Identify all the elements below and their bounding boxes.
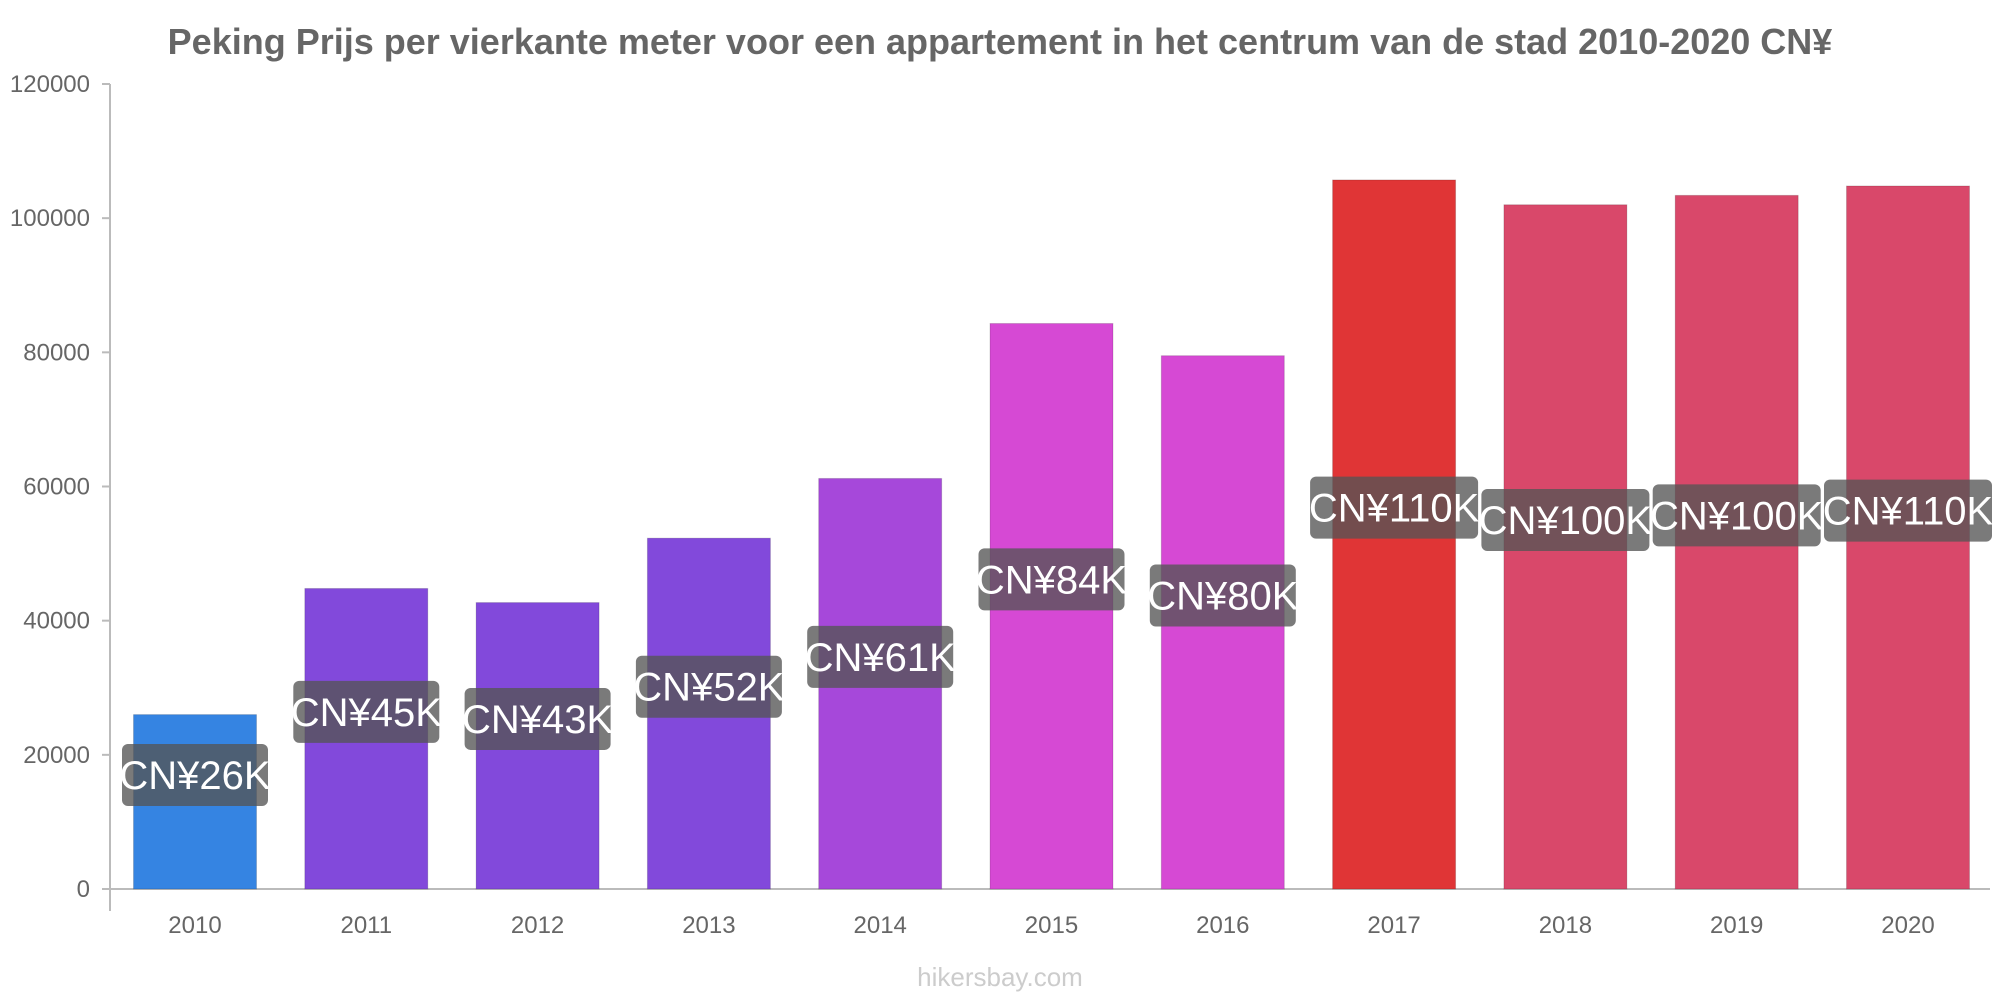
data-label-box	[293, 680, 440, 743]
x-axis: 2010 2011 2012 2013 2014 2015 2016 2017 2018 2019…	[110, 888, 1990, 939]
x-tick-label: 2012	[511, 912, 564, 939]
y-tick-label: 120000	[10, 71, 90, 98]
data-label-box	[1481, 489, 1650, 552]
y-tick-label: 40000	[23, 608, 90, 635]
x-tick-label: 2013	[682, 912, 735, 939]
y-tick-label: 100000	[10, 205, 90, 232]
y-axis: 0 20000 40000 60000 80000 100000 120000	[10, 71, 111, 911]
data-label-text: CN¥26K	[119, 754, 271, 798]
x-tick-label: 2015	[1025, 912, 1078, 939]
data-label-text: CN¥61K	[805, 636, 957, 680]
data-label-box	[464, 687, 611, 750]
data-label-2019: CN¥100K	[1650, 484, 1824, 547]
data-label-2011: CN¥45K	[291, 680, 443, 743]
x-tick-label: 2010	[168, 912, 221, 939]
data-label-2012: CN¥43K	[462, 687, 614, 750]
data-label-box	[1149, 564, 1296, 627]
data-label-box	[1824, 479, 1992, 542]
x-tick-label: 2014	[854, 912, 907, 939]
data-label-text: CN¥100K	[1479, 499, 1653, 543]
data-label-box	[122, 743, 268, 806]
data-label-2016: CN¥80K	[1147, 564, 1299, 627]
data-label-text: CN¥110K	[1823, 490, 1994, 534]
data-labels: CN¥26K CN¥45K CN¥43K CN¥52K CN¥61K CN¥84K CN¥8…	[119, 476, 1994, 806]
data-label-text: CN¥80K	[1147, 575, 1299, 619]
data-label-text: CN¥110K	[1309, 487, 1480, 531]
x-tick-label: 2017	[1367, 912, 1420, 939]
data-label-box	[1652, 484, 1821, 547]
data-label-box	[1310, 476, 1479, 539]
data-label-text: CN¥84K	[976, 558, 1128, 602]
footer-watermark: hikersbay.com	[917, 962, 1083, 992]
data-label-2013: CN¥52K	[633, 655, 785, 718]
y-tick-label: 0	[77, 876, 90, 903]
data-label-2020: CN¥110K	[1823, 479, 1994, 542]
x-tick-label: 2020	[1881, 912, 1934, 939]
data-label-2015: CN¥84K	[976, 548, 1128, 611]
data-label-2017: CN¥110K	[1309, 476, 1480, 539]
chart-title: Peking Prijs per vierkante meter voor ee…	[168, 21, 1833, 62]
data-label-2014: CN¥61K	[805, 625, 957, 688]
data-label-text: CN¥45K	[291, 691, 443, 735]
x-tick-label: 2016	[1196, 912, 1249, 939]
data-label-2018: CN¥100K	[1479, 489, 1653, 552]
data-label-box	[635, 655, 782, 718]
data-label-box	[807, 625, 954, 688]
y-tick-label: 80000	[23, 339, 90, 366]
x-tick-label: 2018	[1539, 912, 1592, 939]
data-label-text: CN¥52K	[633, 666, 785, 710]
data-label-2010: CN¥26K	[119, 743, 271, 806]
data-label-box	[978, 548, 1125, 611]
y-tick-label: 60000	[23, 474, 90, 501]
y-tick-label: 20000	[23, 742, 90, 769]
x-tick-label: 2019	[1710, 912, 1763, 939]
data-label-text: CN¥100K	[1650, 494, 1824, 538]
x-tick-label: 2011	[340, 912, 392, 939]
data-label-text: CN¥43K	[462, 698, 614, 742]
